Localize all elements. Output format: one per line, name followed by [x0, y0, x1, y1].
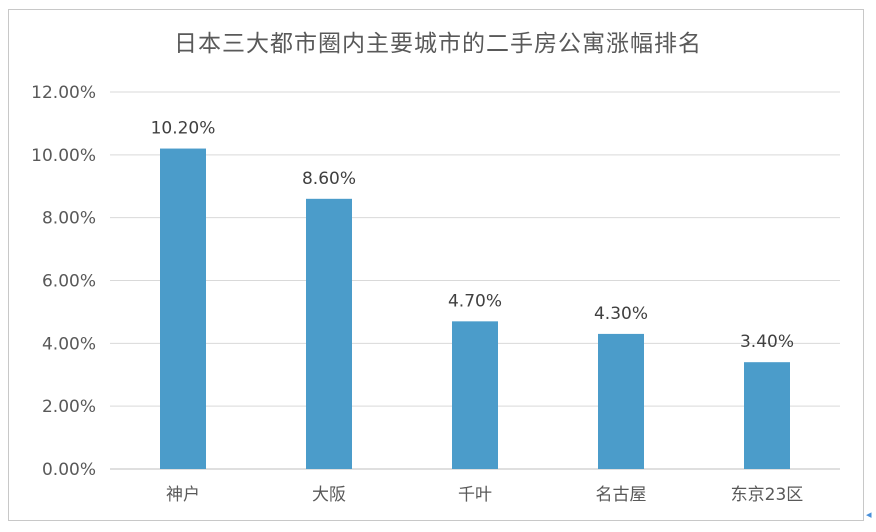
- y-tick-label: 10.00%: [31, 146, 96, 166]
- bar: [160, 148, 206, 470]
- x-tick-label: 大阪: [312, 485, 346, 505]
- resize-handle-icon[interactable]: ◂: [866, 508, 872, 521]
- data-label: 4.70%: [448, 291, 502, 311]
- data-label: 8.60%: [302, 169, 356, 189]
- chart-frame: [8, 9, 864, 521]
- bar: [598, 333, 644, 469]
- bar: [744, 362, 790, 469]
- y-tick-label: 4.00%: [42, 334, 96, 354]
- data-label: 10.20%: [151, 119, 216, 139]
- y-tick-label: 6.00%: [42, 272, 96, 292]
- y-tick-label: 0.00%: [42, 460, 96, 480]
- y-tick-label: 2.00%: [42, 397, 96, 417]
- x-tick-label: 名古屋: [596, 485, 647, 505]
- y-tick-label: 12.00%: [31, 83, 96, 103]
- bar: [452, 321, 498, 469]
- data-label: 3.40%: [740, 332, 794, 352]
- y-tick-label: 8.00%: [42, 209, 96, 229]
- x-tick-label: 神户: [166, 485, 200, 505]
- bar: [306, 198, 352, 470]
- x-tick-label: 东京23区: [731, 485, 804, 505]
- x-tick-label: 千叶: [458, 485, 492, 505]
- chart-title: 日本三大都市圈内主要城市的二手房公寓涨幅排名: [174, 31, 702, 57]
- data-label: 4.30%: [594, 304, 648, 324]
